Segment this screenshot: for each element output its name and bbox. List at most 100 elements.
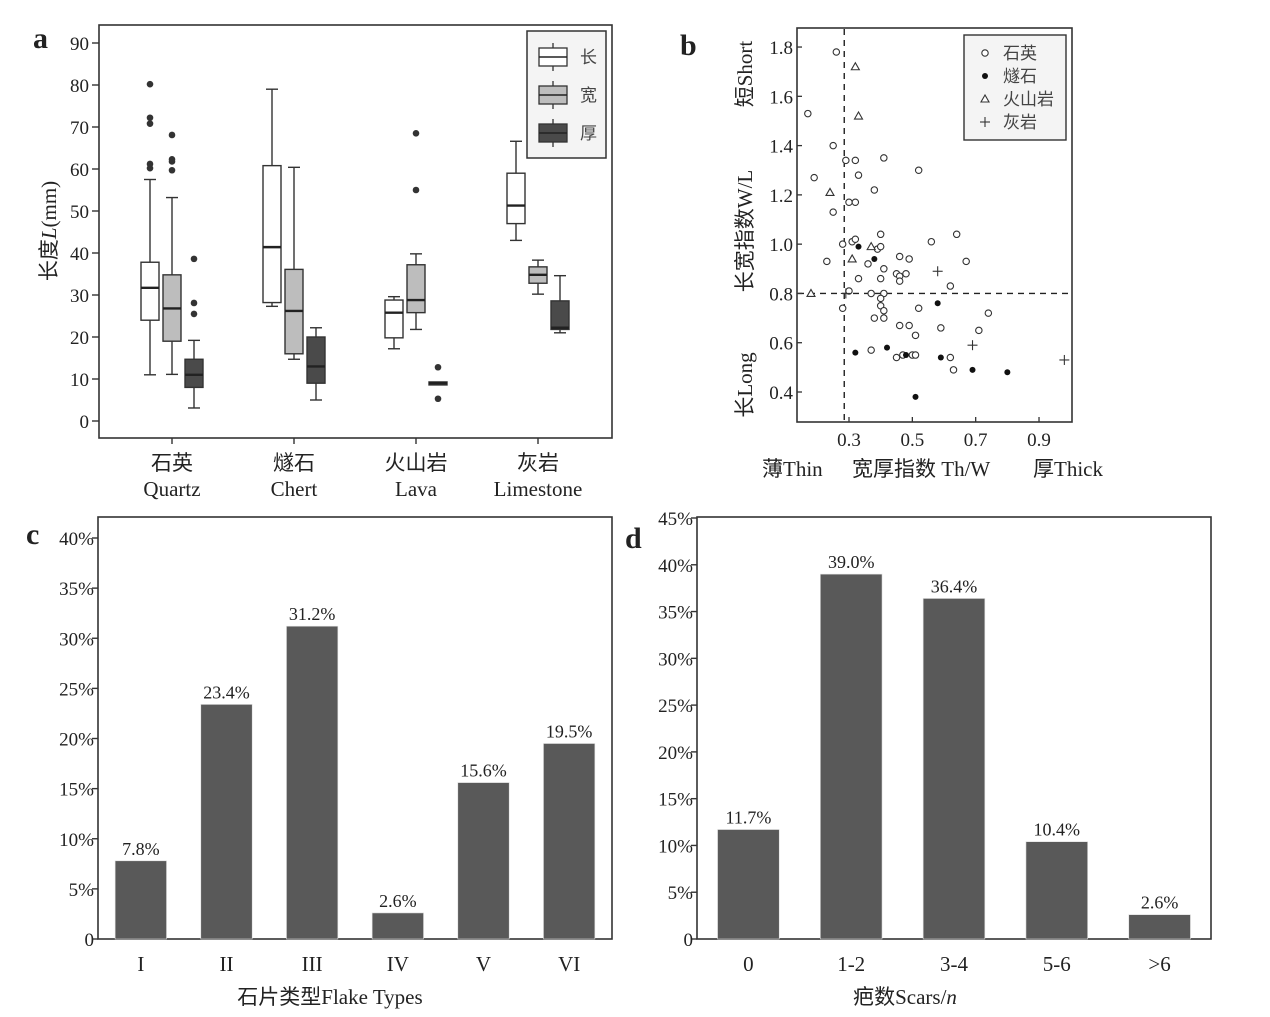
box-iqr bbox=[550, 300, 570, 331]
y-tick-label: 50 bbox=[70, 202, 89, 223]
box-宽-chert bbox=[284, 166, 304, 360]
y-tick-label: 10 bbox=[70, 370, 89, 391]
y-tick-label: 80 bbox=[70, 76, 89, 97]
scatter-point-open-circle bbox=[823, 257, 831, 266]
panel-letter-d: d bbox=[625, 522, 642, 555]
y-tick-label: 0.6 bbox=[769, 334, 793, 355]
bar-value-label: 36.4% bbox=[931, 576, 978, 596]
scatter-point-open-circle bbox=[876, 230, 885, 239]
box-宽-limestone bbox=[528, 259, 548, 295]
bar-VI bbox=[543, 743, 596, 940]
panel-letter-a: a bbox=[33, 22, 48, 55]
x-tick-label-en: Quartz bbox=[143, 477, 200, 501]
scatter-point-filled-circle bbox=[969, 366, 976, 373]
y-tick-label: 1.2 bbox=[769, 186, 793, 207]
y-tick-label: 1.8 bbox=[769, 38, 793, 59]
legend-item-1: 燧石 bbox=[982, 67, 1037, 86]
legend-marker bbox=[982, 73, 988, 79]
panel-b-xlabel-right: 厚Thick bbox=[1033, 457, 1103, 481]
bar->6 bbox=[1128, 914, 1191, 940]
x-tick-label: III bbox=[302, 952, 323, 976]
scatter-point-open-circle bbox=[914, 304, 923, 312]
bar-value-label: 15.6% bbox=[460, 761, 507, 781]
scatter-point-filled-circle bbox=[884, 344, 891, 351]
box-iqr bbox=[306, 336, 326, 384]
scatter-point-open-circle bbox=[870, 314, 879, 322]
outlier-point bbox=[168, 156, 176, 163]
scatter-point-open-circle bbox=[876, 274, 885, 283]
y-tick-label: 40% bbox=[658, 556, 693, 577]
outlier-point bbox=[190, 299, 198, 307]
scatter-point-filled-circle bbox=[855, 243, 862, 250]
scatter-point-plus bbox=[932, 266, 943, 277]
y-tick-label: 40 bbox=[70, 244, 89, 265]
box-iqr bbox=[262, 164, 282, 304]
legend-label: 灰岩 bbox=[1003, 113, 1037, 132]
panel-b-ylabel: 长宽指数W/L bbox=[733, 170, 757, 292]
bar-value-label: 11.7% bbox=[725, 808, 771, 828]
bar-3-4 bbox=[922, 598, 986, 940]
scatter-point-filled-circle bbox=[934, 300, 941, 307]
y-tick-label: 15% bbox=[59, 780, 94, 801]
x-tick-label-cn: 灰岩 bbox=[517, 451, 559, 475]
y-tick-label: 20% bbox=[59, 730, 94, 751]
bar-V bbox=[457, 782, 510, 940]
scatter-point-open-circle bbox=[851, 198, 860, 207]
y-tick-label: 30% bbox=[658, 649, 693, 670]
bar-value-label: 19.5% bbox=[546, 722, 593, 742]
outlier-point bbox=[434, 395, 442, 403]
scatter-point-open-circle bbox=[895, 277, 904, 285]
y-tick-label: 0 bbox=[85, 930, 95, 951]
bar-value-label: 2.6% bbox=[1141, 893, 1179, 913]
outlier-point bbox=[146, 160, 154, 168]
legend-label: 宽 bbox=[580, 86, 597, 105]
y-tick-label: 60 bbox=[70, 160, 89, 181]
scatter-point-open-circle bbox=[911, 351, 920, 359]
scatter-point-open-circle bbox=[946, 353, 955, 362]
y-tick-label: 1.0 bbox=[769, 235, 793, 256]
scatter-point-open-circle bbox=[854, 274, 863, 283]
y-tick-label: 35% bbox=[658, 603, 693, 624]
scatter-point-open-circle bbox=[984, 309, 993, 317]
x-tick-label-cn: 石英 bbox=[151, 451, 193, 475]
panel-c-frame bbox=[97, 516, 613, 940]
x-tick-label-en: Chert bbox=[271, 477, 318, 501]
x-tick-label: VI bbox=[558, 952, 580, 976]
box-宽-lava bbox=[406, 130, 426, 331]
y-tick-label: 20% bbox=[658, 743, 693, 764]
outlier-point bbox=[412, 186, 420, 194]
y-tick-label: 5% bbox=[69, 880, 95, 901]
panel-d-bar: 0 5% 10% 15% 20% 25% 30% 35% 40% 45% 11.7% 0 39.0% 1… bbox=[658, 509, 1212, 1009]
panel-b-xlabel: 宽厚指数 Th/W bbox=[852, 457, 990, 481]
box-长-quartz bbox=[140, 80, 160, 376]
bar-III bbox=[286, 625, 339, 940]
y-tick-label: 1.4 bbox=[769, 137, 793, 158]
x-tick-label: >6 bbox=[1148, 952, 1170, 976]
x-tick-label: 1-2 bbox=[837, 952, 865, 976]
x-tick-label: 0.5 bbox=[900, 430, 924, 451]
scatter-point-open-circle bbox=[832, 48, 841, 56]
panel-c-xlabel: 石片类型Flake Types bbox=[237, 985, 422, 1009]
scatter-point-open-circle bbox=[804, 109, 812, 118]
y-tick-label: 25% bbox=[658, 696, 693, 717]
scatter-point-open-circle bbox=[905, 255, 913, 263]
x-tick-label: 0.7 bbox=[964, 430, 988, 451]
y-tick-label: 20 bbox=[70, 328, 89, 349]
y-tick-label: 40% bbox=[59, 529, 94, 550]
outlier-point bbox=[146, 80, 154, 88]
scatter-point-open-circle bbox=[876, 294, 885, 303]
y-tick-label: 15% bbox=[658, 790, 693, 811]
scatter-point-open-circle bbox=[952, 230, 961, 239]
scatter-point-open-circle bbox=[927, 237, 936, 246]
legend-marker bbox=[980, 93, 990, 103]
panel-b-xlabel-left: 薄Thin bbox=[762, 457, 823, 481]
scatter-point-filled-circle bbox=[852, 349, 859, 356]
panel-b-ylabel-bottom: 长Long bbox=[733, 352, 757, 418]
scatter-point-open-circle bbox=[895, 321, 904, 330]
x-tick-label: 0 bbox=[743, 952, 754, 976]
x-tick-label: 0.3 bbox=[837, 430, 861, 451]
y-tick-label: 0 bbox=[684, 930, 694, 951]
scatter-point-open-circle bbox=[842, 156, 850, 165]
y-tick-label: 0 bbox=[80, 412, 90, 433]
